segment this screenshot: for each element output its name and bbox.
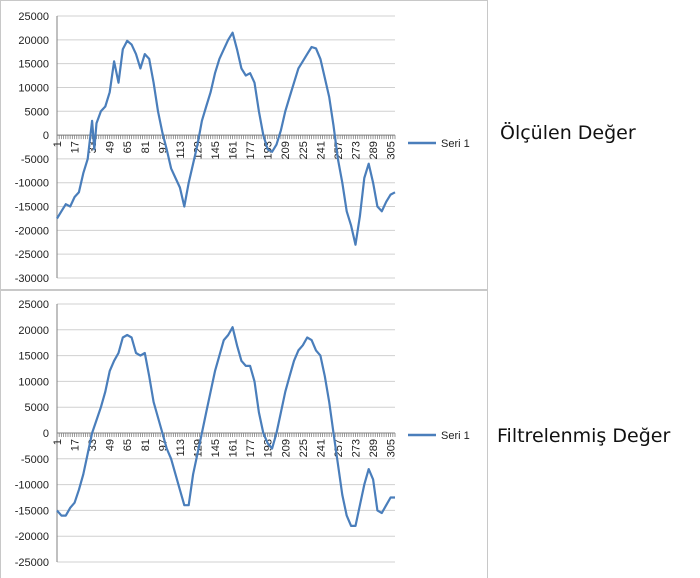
x-tick-label: 177	[245, 439, 257, 457]
y-tick-label: -5000	[21, 154, 49, 166]
x-tick-label: 225	[298, 439, 310, 457]
x-tick-label: 49	[105, 439, 117, 451]
y-tick-label: 10000	[18, 376, 49, 388]
y-tick-label: -10000	[15, 178, 49, 190]
legend-label: Seri 1	[441, 138, 470, 150]
y-tick-label: -10000	[15, 480, 49, 492]
x-tick-label: 161	[228, 141, 240, 159]
y-tick-label: -20000	[15, 531, 49, 543]
filtered-value-label: Filtrelenmiş Değer	[497, 425, 671, 447]
x-tick-label: 17	[70, 141, 82, 153]
x-tick-label: 113	[175, 141, 187, 159]
x-tick-label: 113	[175, 439, 187, 457]
y-tick-label: 25000	[18, 11, 49, 23]
y-tick-label: -20000	[15, 225, 49, 237]
x-tick-label: 17	[70, 439, 82, 451]
y-tick-label: 10000	[18, 82, 49, 94]
x-tick-label: 145	[210, 141, 222, 159]
y-tick-label: 0	[43, 130, 49, 142]
y-tick-label: -5000	[21, 454, 49, 466]
x-tick-label: 81	[140, 141, 152, 153]
x-tick-label: 289	[368, 141, 380, 159]
y-tick-label: 15000	[18, 351, 49, 363]
series-line	[56, 31, 396, 246]
x-tick-label: 225	[298, 141, 310, 159]
x-tick-label: 273	[350, 439, 362, 457]
y-tick-label: 0	[43, 428, 49, 440]
y-tick-label: -25000	[15, 249, 49, 261]
x-tick-label: 1	[52, 439, 64, 445]
y-tick-label: 20000	[18, 325, 49, 337]
x-tick-label: 65	[122, 439, 134, 451]
chart-panel-filtered: 25000 20000 15000 10000 5000 0 -5000 -10000 -150…	[0, 290, 488, 578]
y-tick-label: 25000	[18, 299, 49, 311]
x-tick-label: 65	[122, 141, 134, 153]
y-tick-label: -15000	[15, 202, 49, 214]
y-tick-label: -30000	[15, 273, 49, 285]
chart-frame	[0, 290, 488, 578]
y-tick-label: 5000	[25, 106, 49, 118]
x-tick-label: 289	[368, 439, 380, 457]
x-tick-label: 241	[315, 141, 327, 159]
chart-frame	[0, 0, 488, 290]
x-tick-label: 81	[140, 439, 152, 451]
x-tick-label: 209	[280, 439, 292, 457]
y-tick-label: 20000	[18, 35, 49, 47]
chart-panel-measured: 25000 20000 15000 10000 5000 0 -5000 -10000 -150…	[0, 0, 488, 290]
x-tick-label: 161	[228, 439, 240, 457]
legend-label: Seri 1	[441, 430, 470, 442]
series-line	[56, 326, 395, 528]
x-tick-label: 1	[52, 141, 64, 147]
x-tick-label: 145	[210, 439, 222, 457]
x-tick-label: 209	[280, 141, 292, 159]
y-tick-label: 5000	[25, 402, 49, 414]
x-tick-label: 305	[386, 439, 398, 457]
x-tick-label: 257	[333, 141, 345, 159]
x-tick-label: 49	[105, 141, 117, 153]
y-tick-label: -25000	[15, 557, 49, 569]
x-tick-label: 241	[315, 439, 327, 457]
x-tick-label: 305	[386, 141, 398, 159]
y-tick-label: -15000	[15, 505, 49, 517]
measured-value-label: Ölçülen Değer	[500, 122, 636, 144]
x-tick-label: 273	[350, 141, 362, 159]
x-tick-label: 177	[245, 141, 257, 159]
y-tick-label: 15000	[18, 59, 49, 71]
x-tick-label: 193	[263, 439, 275, 457]
